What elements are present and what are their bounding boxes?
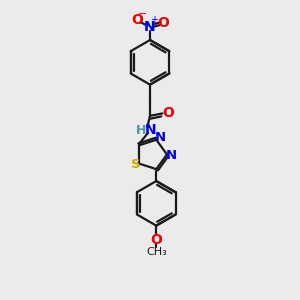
Text: −: − [138,10,147,20]
Text: O: O [132,13,143,27]
Text: CH₃: CH₃ [146,248,166,257]
Text: O: O [150,232,162,247]
Text: O: O [157,16,169,30]
Text: H: H [136,124,146,136]
Text: O: O [162,106,174,120]
Text: N: N [154,131,165,144]
Text: +: + [150,15,158,26]
Text: S: S [130,158,140,171]
Text: N: N [145,123,156,137]
Text: N: N [144,20,156,34]
Text: N: N [166,149,177,162]
